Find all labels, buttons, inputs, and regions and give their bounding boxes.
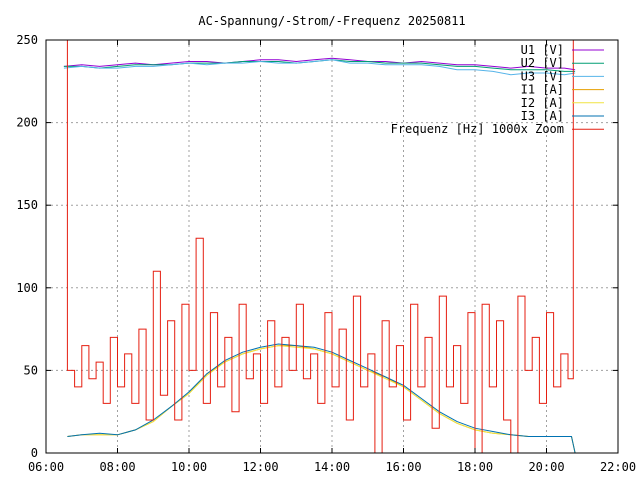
series-lines xyxy=(63,39,576,454)
axis-ticks: 06:00 08:00 10:00 12:00 14:00 16:00 18:00 20:00… xyxy=(16,33,636,474)
x-tick-label: 10:00 xyxy=(171,460,207,474)
legend-label: U2 [V] xyxy=(521,56,564,70)
legend-label: I3 [A] xyxy=(521,109,564,123)
y-tick-label: 200 xyxy=(16,116,38,130)
x-tick-label: 12:00 xyxy=(242,460,278,474)
x-tick-label: 16:00 xyxy=(385,460,421,474)
series-line-frequenz-hz-1000x-zoom xyxy=(65,39,574,454)
legend: U1 [V]U2 [V]U3 [V]I1 [A]I2 [A]I3 [A]Freq… xyxy=(391,43,604,136)
y-tick-label: 0 xyxy=(31,446,38,460)
x-tick-label: 14:00 xyxy=(314,460,350,474)
x-tick-label: 06:00 xyxy=(28,460,64,474)
y-tick-label: 50 xyxy=(24,363,38,377)
x-tick-label: 18:00 xyxy=(457,460,493,474)
y-tick-label: 150 xyxy=(16,198,38,212)
y-tick-label: 250 xyxy=(16,33,38,47)
series-line-u3-v xyxy=(63,59,576,76)
legend-label: I1 [A] xyxy=(521,83,564,97)
legend-label: U1 [V] xyxy=(521,43,564,57)
chart-title: AC-Spannung/-Strom/-Frequenz 20250811 xyxy=(198,14,465,28)
legend-label: U3 [V] xyxy=(521,69,564,83)
legend-label: I2 [A] xyxy=(521,96,564,110)
x-tick-label: 20:00 xyxy=(528,460,564,474)
grid xyxy=(46,40,618,453)
legend-label: Frequenz [Hz] 1000x Zoom xyxy=(391,122,564,136)
y-tick-label: 100 xyxy=(16,281,38,295)
x-tick-label: 08:00 xyxy=(99,460,135,474)
x-tick-label: 22:00 xyxy=(600,460,636,474)
